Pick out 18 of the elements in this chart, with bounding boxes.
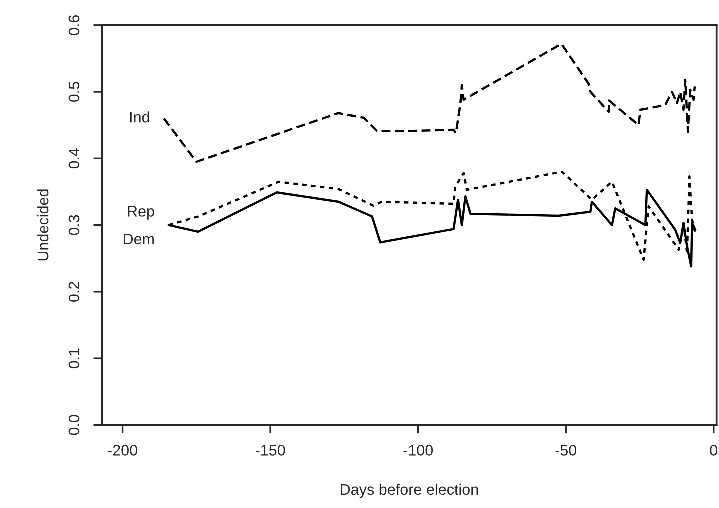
x-tick-label: -100 [404, 445, 434, 456]
line-series [163, 42, 696, 164]
y-tick-label: 0.2 [68, 282, 80, 302]
y-tick-label: 0.0 [68, 415, 80, 436]
x-tick-label: 0 [710, 445, 718, 456]
x-tick-label: -200 [108, 445, 138, 456]
x-tick-label: -50 [556, 445, 577, 456]
y-tick-label: 0.4 [68, 148, 80, 169]
x-axis-title: Days before election [341, 484, 478, 498]
series-label: Rep [128, 206, 154, 220]
x-tick-label: -150 [256, 445, 286, 456]
y-tick-label: 0.1 [68, 348, 80, 369]
y-tick-label: 0.3 [68, 215, 80, 236]
y-axis-title: Undecided [38, 190, 49, 261]
series-label: Ind [130, 112, 150, 123]
y-tick-label: 0.6 [68, 15, 80, 36]
series-label: Dem [124, 234, 154, 245]
y-tick-label: 0.5 [68, 82, 80, 102]
